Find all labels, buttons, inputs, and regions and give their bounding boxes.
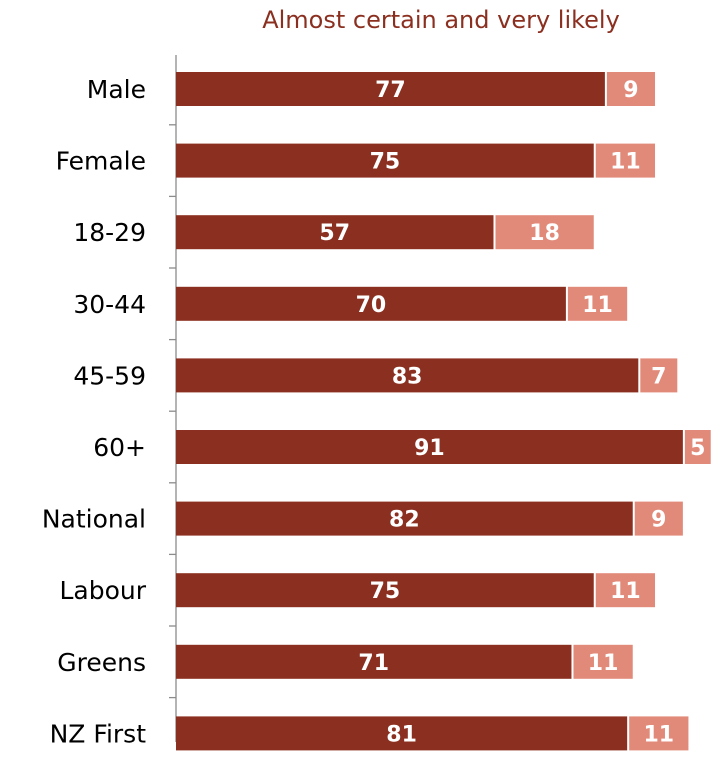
data-label: 81 xyxy=(386,722,417,747)
chart-title: Almost certain and very likely xyxy=(262,6,620,34)
bar-segment-primary xyxy=(176,72,605,106)
category-label: Female xyxy=(56,147,146,176)
bar-segment-secondary xyxy=(567,286,628,321)
bar-segment-primary xyxy=(176,143,594,178)
category-label: 30-44 xyxy=(73,290,146,319)
category-label: NZ First xyxy=(50,719,147,748)
data-label: 75 xyxy=(370,150,401,175)
bar-segment-primary xyxy=(176,716,628,751)
category-label: 60+ xyxy=(93,433,146,462)
data-label: 75 xyxy=(370,579,401,604)
data-label: 11 xyxy=(610,150,641,175)
data-label: 83 xyxy=(392,364,423,389)
bar-segment-primary xyxy=(176,573,594,608)
data-label: 11 xyxy=(610,579,641,604)
bar-segment-primary xyxy=(176,644,572,679)
bar-segment-secondary xyxy=(595,573,656,608)
data-label: 91 xyxy=(414,436,445,461)
bar-segment-primary xyxy=(176,430,683,464)
bar-segment-secondary xyxy=(573,644,633,679)
category-label: Male xyxy=(87,75,146,104)
bar-segment-secondary xyxy=(595,143,656,178)
data-label: 9 xyxy=(623,78,638,103)
bar-segment-secondary xyxy=(629,716,689,751)
bar-segment-primary xyxy=(176,501,633,536)
bar-segment-secondary xyxy=(495,215,594,250)
category-label: 18-29 xyxy=(73,218,146,247)
data-label: 18 xyxy=(529,221,560,246)
bar-segment-secondary xyxy=(606,72,656,106)
data-label: 57 xyxy=(319,221,350,246)
data-label: 5 xyxy=(690,436,705,461)
data-label: 9 xyxy=(651,508,666,533)
data-label: 11 xyxy=(643,722,674,747)
data-label: 11 xyxy=(588,651,619,676)
bar-segment-primary xyxy=(176,286,566,321)
data-label: 77 xyxy=(375,78,406,103)
bar-segment-primary xyxy=(176,215,494,250)
category-label: 45-59 xyxy=(73,361,146,390)
category-label: Greens xyxy=(57,648,146,677)
bar-segment-secondary xyxy=(634,501,683,536)
data-label: 70 xyxy=(356,293,387,318)
category-label: Labour xyxy=(59,576,146,605)
data-label: 7 xyxy=(651,364,666,389)
bar-segment-secondary xyxy=(640,358,678,393)
data-label: 11 xyxy=(582,293,613,318)
bar-segment-secondary xyxy=(684,430,711,464)
category-label: National xyxy=(42,505,146,534)
bar-segment-primary xyxy=(176,358,639,393)
data-label: 71 xyxy=(358,651,389,676)
data-label: 82 xyxy=(389,508,420,533)
